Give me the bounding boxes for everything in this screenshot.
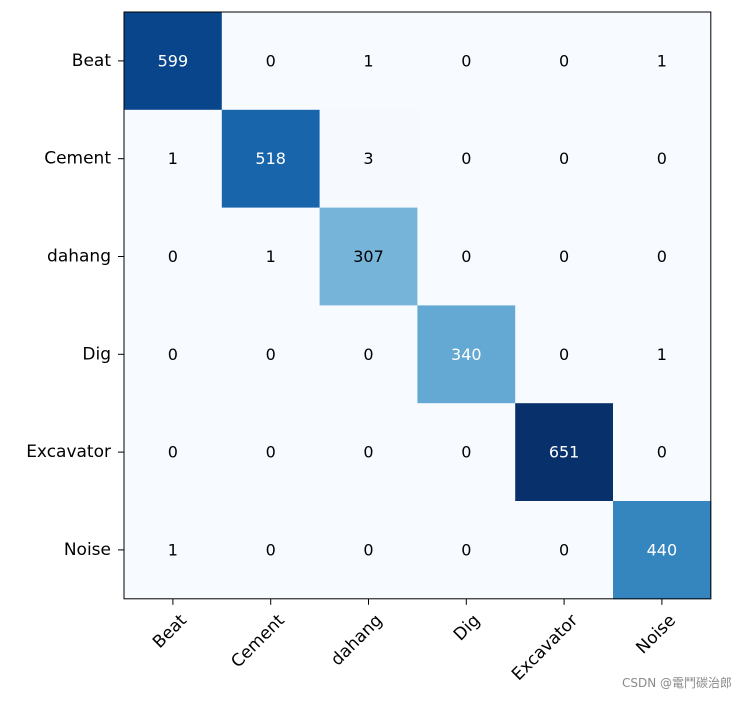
heatmap-cell-1-4 bbox=[515, 109, 614, 209]
cell-value-label: 0 bbox=[363, 443, 373, 462]
cell-value-label: 0 bbox=[363, 345, 373, 364]
heatmap-cell-2-5 bbox=[613, 207, 712, 306]
cell-value-label: 0 bbox=[461, 247, 471, 266]
x-tick-label: dahang bbox=[327, 611, 386, 670]
cell-value-label: 0 bbox=[266, 51, 276, 70]
cell-value-label: 340 bbox=[451, 345, 482, 364]
cell-value-label: 0 bbox=[559, 345, 569, 364]
heatmap-cell-4-5 bbox=[613, 403, 712, 502]
heatmap-cell-5-1 bbox=[221, 501, 321, 600]
heatmap-cell-3-4 bbox=[515, 305, 614, 404]
x-tick-label: Cement bbox=[227, 610, 289, 672]
cell-value-label: 1 bbox=[363, 51, 373, 70]
y-tick-label: Noise bbox=[64, 540, 111, 560]
cell-value-label: 440 bbox=[647, 540, 678, 559]
cell-value-label: 307 bbox=[353, 247, 384, 266]
heatmap-cell-5-3 bbox=[417, 501, 516, 600]
heatmap-cell-1-2 bbox=[319, 109, 418, 209]
cell-value-label: 0 bbox=[168, 345, 178, 364]
cell-value-label: 599 bbox=[158, 51, 189, 70]
heatmap-cell-2-2 bbox=[319, 207, 418, 306]
heatmap-cell-0-5 bbox=[613, 12, 712, 111]
cell-value-label: 0 bbox=[266, 345, 276, 364]
cell-value-label: 0 bbox=[168, 443, 178, 462]
heatmap-cells bbox=[124, 12, 712, 600]
y-tick-label: Excavator bbox=[26, 442, 111, 462]
heatmap-cell-0-2 bbox=[319, 12, 418, 111]
cell-value-label: 651 bbox=[549, 443, 580, 462]
heatmap-cell-0-3 bbox=[417, 12, 516, 111]
y-tick-label: Beat bbox=[72, 51, 112, 71]
cell-value-label: 0 bbox=[657, 443, 667, 462]
y-axis: Beat Cement dahang Dig Excavator Noise bbox=[26, 51, 124, 560]
y-tick-label: dahang bbox=[47, 247, 111, 267]
cell-value-label: 1 bbox=[266, 247, 276, 266]
cell-value-label: 0 bbox=[657, 149, 667, 168]
heatmap-cell-2-3 bbox=[417, 207, 516, 306]
heatmap-cell-3-5 bbox=[613, 305, 712, 404]
x-axis: Beat Cement dahang Dig Excavator Noise bbox=[149, 598, 680, 685]
heatmap-cell-3-3 bbox=[417, 305, 516, 404]
cell-value-label: 0 bbox=[363, 540, 373, 559]
cell-value-label: 1 bbox=[657, 51, 667, 70]
heatmap-cell-1-1 bbox=[221, 109, 321, 209]
plot-frame bbox=[123, 11, 712, 600]
heatmap-cell-2-1 bbox=[221, 207, 321, 306]
x-tick-label: Noise bbox=[632, 611, 679, 658]
cell-value-label: 0 bbox=[168, 247, 178, 266]
cell-value-labels: 599 0 1 0 0 1 1 518 3 0 0 0 0 1 307 0 0 0 0 0 0 340 0 1 0 0 0 0 651 0… bbox=[158, 51, 678, 559]
cell-value-label: 0 bbox=[461, 51, 471, 70]
heatmap-cell-1-0 bbox=[124, 109, 223, 209]
cell-value-label: 1 bbox=[168, 540, 178, 559]
cell-value-label: 0 bbox=[266, 443, 276, 462]
heatmap-cell-0-4 bbox=[515, 12, 614, 111]
heatmap-cell-5-5 bbox=[613, 501, 712, 600]
heatmap-cell-1-5 bbox=[613, 109, 712, 209]
x-tick-label: Dig bbox=[450, 611, 484, 645]
y-tick-label: Dig bbox=[82, 344, 111, 364]
heatmap-cell-3-1 bbox=[221, 305, 321, 404]
heatmap-cell-0-0 bbox=[124, 12, 223, 111]
heatmap-cell-4-3 bbox=[417, 403, 516, 502]
cell-value-label: 0 bbox=[461, 149, 471, 168]
heatmap-cell-2-0 bbox=[124, 207, 223, 306]
cell-value-label: 1 bbox=[168, 149, 178, 168]
cell-value-label: 518 bbox=[255, 149, 286, 168]
y-tick-label: Cement bbox=[44, 149, 111, 169]
heatmap-cell-4-1 bbox=[221, 403, 321, 502]
cell-value-label: 0 bbox=[461, 540, 471, 559]
heatmap-cell-3-2 bbox=[319, 305, 418, 404]
cell-value-label: 0 bbox=[657, 247, 667, 266]
heatmap-cell-5-2 bbox=[319, 501, 418, 600]
heatmap-cell-5-4 bbox=[515, 501, 614, 600]
cell-value-label: 0 bbox=[461, 443, 471, 462]
watermark-text: CSDN @電鬥碳治郎 bbox=[621, 676, 732, 690]
heatmap-cell-0-1 bbox=[221, 12, 321, 111]
cell-value-label: 3 bbox=[363, 149, 373, 168]
x-tick-label: Beat bbox=[149, 610, 191, 652]
cell-value-label: 1 bbox=[657, 345, 667, 364]
cell-value-label: 0 bbox=[266, 540, 276, 559]
heatmap-cell-5-0 bbox=[124, 501, 223, 600]
heatmap-cell-3-0 bbox=[124, 305, 223, 404]
heatmap-cell-4-0 bbox=[124, 403, 223, 502]
cell-value-label: 0 bbox=[559, 540, 569, 559]
heatmap-cell-1-3 bbox=[417, 109, 516, 209]
x-tick-label: Excavator bbox=[508, 611, 582, 685]
heatmap-cell-4-4 bbox=[515, 403, 614, 502]
cell-value-label: 0 bbox=[559, 149, 569, 168]
cell-value-label: 0 bbox=[559, 247, 569, 266]
heatmap-cell-2-4 bbox=[515, 207, 614, 306]
cell-value-label: 0 bbox=[559, 51, 569, 70]
heatmap-cell-4-2 bbox=[319, 403, 418, 502]
